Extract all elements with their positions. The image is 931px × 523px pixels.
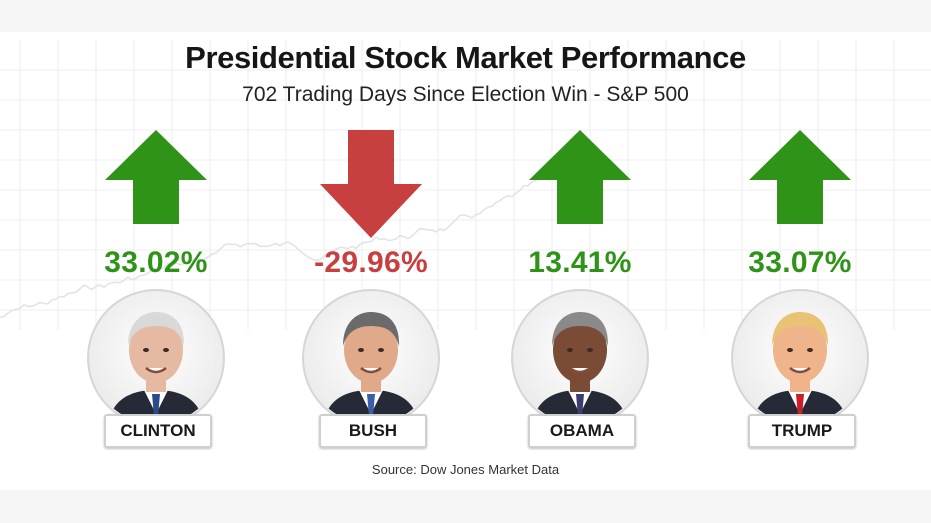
portrait-photo xyxy=(511,289,649,427)
arrow-down-icon xyxy=(320,130,422,238)
arrow-up-icon xyxy=(529,130,631,224)
background-line xyxy=(0,169,561,318)
portrait-photo xyxy=(302,289,440,427)
percent-change-label: -29.96% xyxy=(314,246,428,279)
portrait-photo xyxy=(731,289,869,427)
name-plate-obama: OBAMA xyxy=(528,414,636,448)
arrow-up-icon xyxy=(105,130,207,224)
up-arrow-mark xyxy=(529,130,631,224)
arrow-up-icon xyxy=(749,130,851,224)
name-plate-bush: BUSH xyxy=(319,414,427,448)
percent-change-label: 33.02% xyxy=(104,246,208,279)
chart-title: Presidential Stock Market Performance xyxy=(185,40,746,75)
up-arrow-mark xyxy=(105,130,207,224)
name-plate-trump: TRUMP xyxy=(748,414,856,448)
chart-subtitle: 702 Trading Days Since Election Win - S&… xyxy=(242,83,689,106)
percent-change-label: 33.07% xyxy=(748,246,852,279)
down-arrow-mark xyxy=(320,130,422,238)
up-arrow-mark xyxy=(749,130,851,224)
source-note: Source: Dow Jones Market Data xyxy=(371,462,560,477)
name-plate-clinton: CLINTON xyxy=(104,414,212,448)
portrait-photo xyxy=(87,289,225,427)
percent-change-label: 13.41% xyxy=(528,246,632,279)
